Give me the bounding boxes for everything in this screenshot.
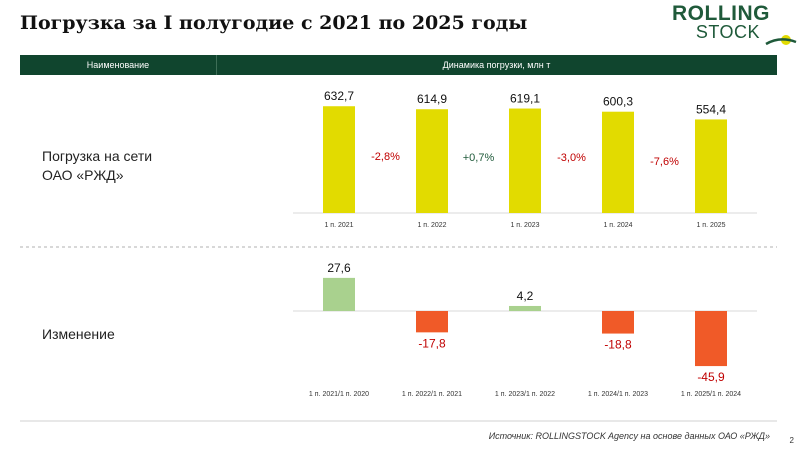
change-label-2: +0,7% (463, 152, 495, 164)
data-label-3: 619,1 (510, 92, 540, 106)
change-tick-label-2: 1 п. 2022/1 п. 2021 (402, 391, 462, 398)
header-name-column: Наименование (20, 55, 217, 75)
change-data-label-4: -18,8 (604, 338, 632, 352)
change-label-3: -3,0% (557, 152, 586, 164)
tick-label-1: 1 п. 2021 (324, 222, 353, 229)
change-data-label-2: -17,8 (418, 336, 446, 350)
page-number: 2 (789, 436, 794, 445)
change-data-label-1: 27,6 (327, 261, 351, 275)
bar-4 (602, 111, 634, 213)
change-label-4: -7,6% (650, 156, 679, 168)
bar-2 (416, 109, 448, 213)
change-data-label-5: -45,9 (697, 370, 725, 384)
logo-stock-text: STOCK (695, 22, 760, 42)
loading-label-line2: ОАО «РЖД» (42, 167, 124, 183)
bar-3 (509, 108, 541, 213)
source-note: Источник: ROLLINGSTOCK Agency на основе … (488, 431, 770, 441)
loading-row-label: Погрузка на сети ОАО «РЖД» (42, 147, 152, 185)
tick-label-4: 1 п. 2024 (603, 222, 632, 229)
data-label-1: 632,7 (324, 89, 354, 103)
header-dynamics-column: Динамика погрузки, млн т (442, 60, 551, 70)
change-tick-label-1: 1 п. 2021/1 п. 2020 (309, 391, 369, 398)
loading-label-line1: Погрузка на сети (42, 148, 153, 164)
change-bar-5 (695, 311, 727, 367)
data-label-2: 614,9 (417, 92, 447, 106)
change-bar-2 (416, 311, 448, 333)
change-data-label-3: 4,2 (517, 289, 534, 303)
tick-label-3: 1 п. 2023 (510, 222, 539, 229)
bar-1 (323, 106, 355, 213)
change-bar-4 (602, 311, 634, 334)
change-row-label: Изменение (42, 326, 115, 342)
change-tick-label-5: 1 п. 2025/1 п. 2024 (681, 391, 741, 398)
tick-label-5: 1 п. 2025 (696, 222, 725, 229)
change-label-1: -2,8% (371, 151, 400, 163)
change-bar-1 (323, 277, 355, 311)
tick-label-2: 1 п. 2022 (417, 222, 446, 229)
data-label-4: 600,3 (603, 95, 633, 109)
change-tick-label-3: 1 п. 2023/1 п. 2022 (495, 391, 555, 398)
page-title: Погрузка за I полугодие с 2021 по 2025 г… (20, 12, 528, 34)
change-tick-label-4: 1 п. 2024/1 п. 2023 (588, 391, 648, 398)
logo-rolling-text: ROLLING (672, 2, 770, 25)
data-label-5: 554,4 (696, 102, 726, 116)
change-bar-3 (509, 305, 541, 311)
bar-5 (695, 119, 727, 213)
logo-swoosh-icon (765, 35, 797, 46)
table-header: Наименование Динамика погрузки, млн т (20, 55, 777, 75)
